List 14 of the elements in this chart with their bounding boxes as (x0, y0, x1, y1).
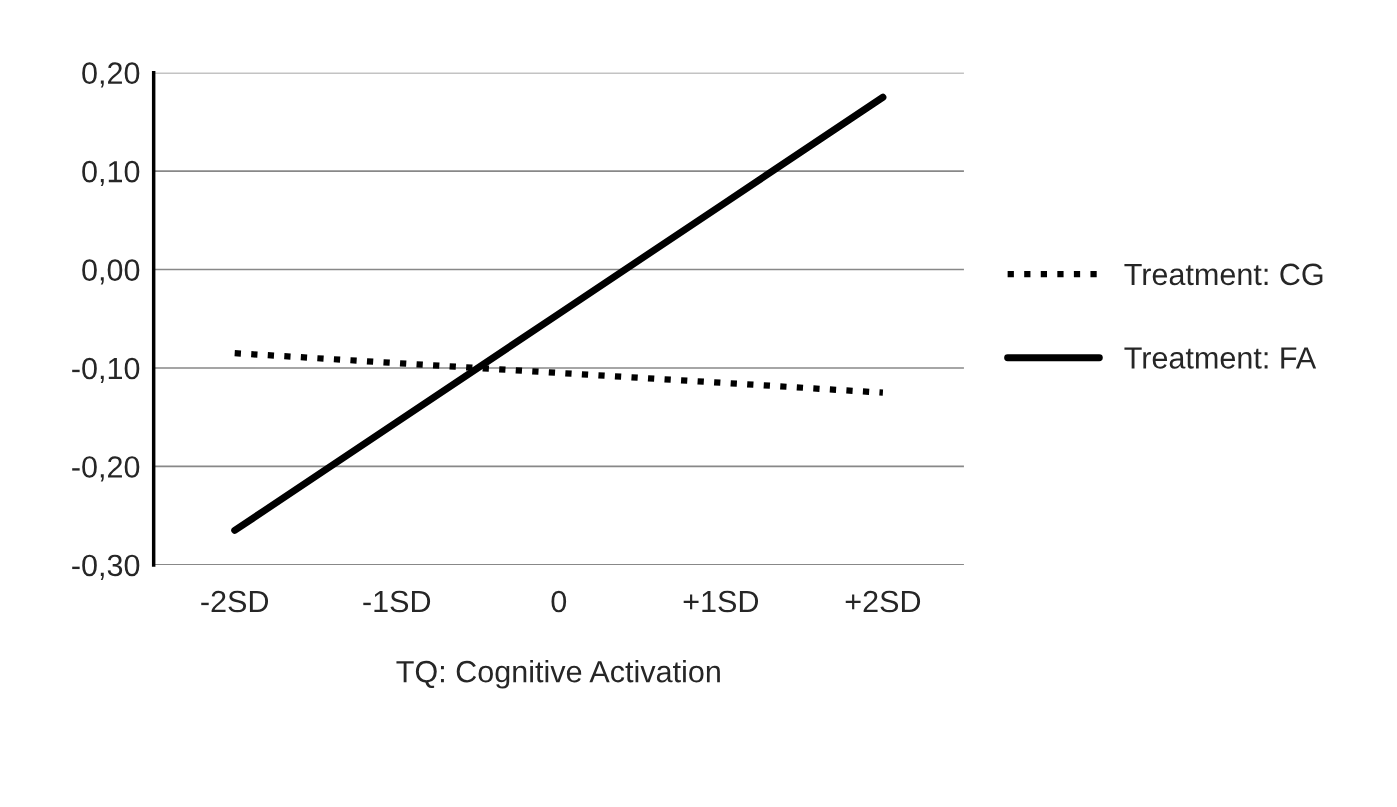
x-axis-title: TQ: Cognitive Activation (396, 660, 720, 689)
legend-label: Treatment: CG (1124, 263, 1323, 286)
y-tick-label: -0,10 (72, 357, 140, 383)
y-tick-label: -0,30 (72, 554, 140, 580)
legend-label: Treatment: FA (1124, 347, 1317, 369)
y-tick-label: 0,10 (82, 160, 140, 187)
y-tick-label: -0,20 (72, 456, 140, 482)
x-tick-label: +1SD (683, 590, 759, 613)
x-tick-label: +2SD (845, 590, 921, 613)
y-tick-label: 0,20 (82, 62, 140, 88)
x-tick-label: 0 (551, 590, 567, 613)
x-tick-label: -2SD (201, 590, 269, 613)
y-tick-label: 0,00 (82, 259, 140, 285)
x-tick-label: -1SD (363, 590, 431, 613)
